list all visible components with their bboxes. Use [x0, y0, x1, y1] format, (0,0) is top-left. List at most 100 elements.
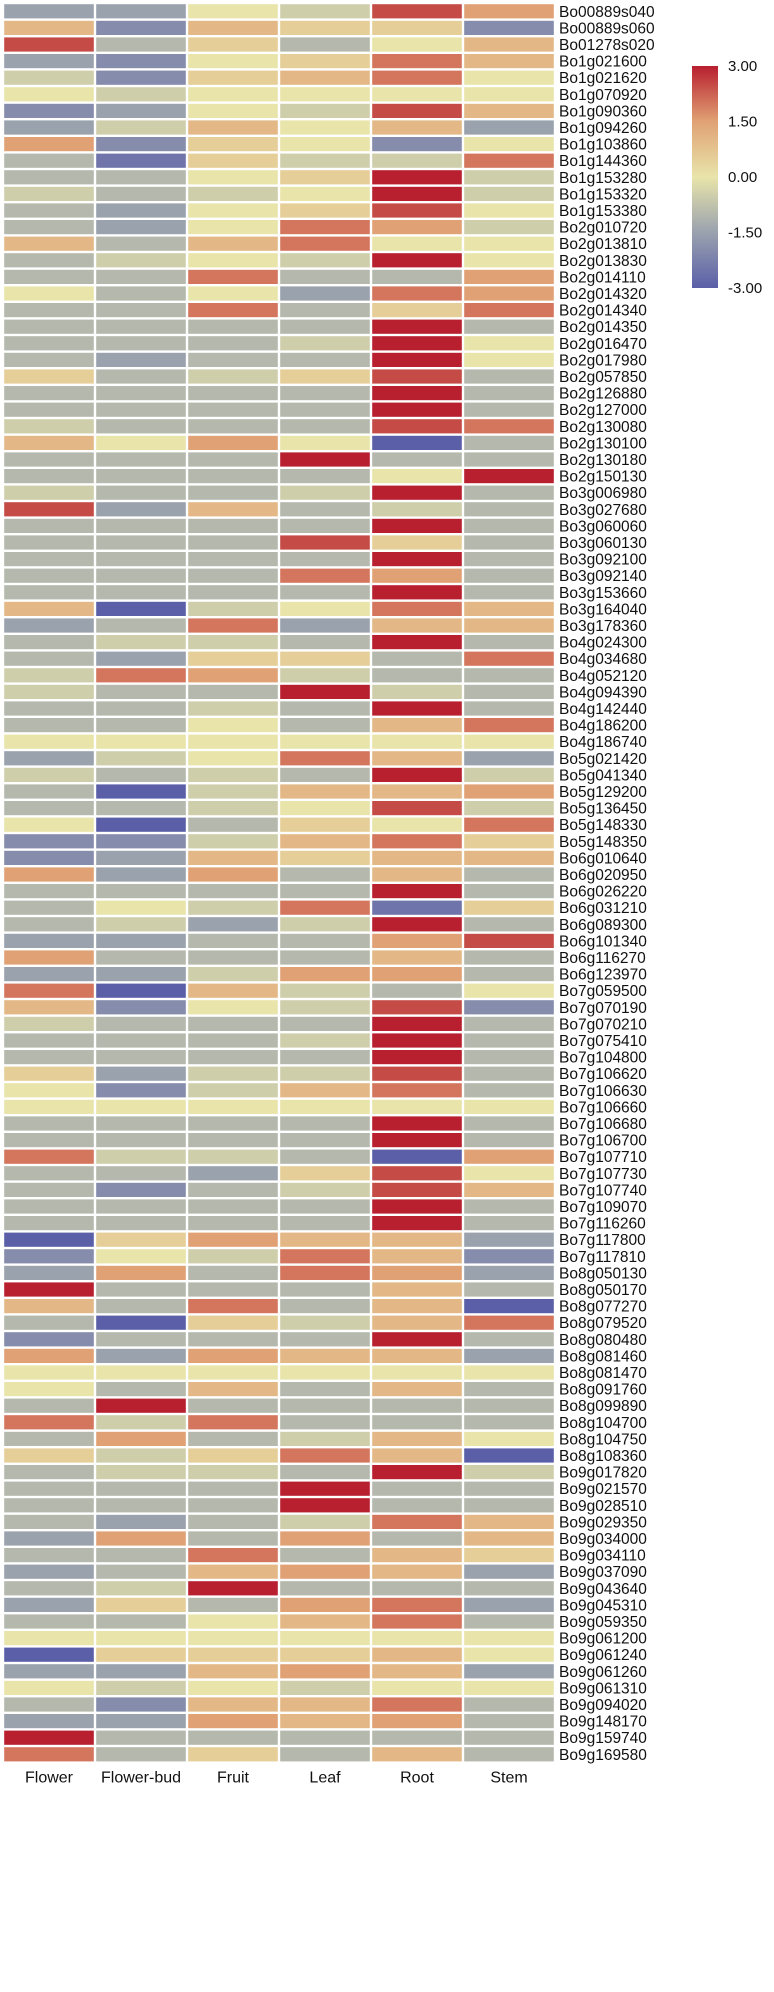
heatmap-cell: [96, 1531, 186, 1546]
heatmap-cell: [280, 867, 370, 882]
row-label: Bo7g116260: [559, 1216, 646, 1233]
heatmap-cell: [280, 170, 370, 185]
heatmap-cell: [464, 817, 554, 832]
heatmap-cell: [4, 386, 94, 401]
heatmap-cell: [4, 834, 94, 849]
heatmap-cell: [188, 286, 278, 301]
heatmap-cell: [96, 585, 186, 600]
heatmap-cell: [96, 1199, 186, 1214]
heatmap-cell: [464, 1249, 554, 1264]
heatmap-cell: [464, 1597, 554, 1612]
heatmap-cell: [372, 784, 462, 799]
heatmap-cell: [96, 1265, 186, 1280]
row-label: Bo8g077270: [559, 1299, 647, 1316]
heatmap-cell: [4, 137, 94, 152]
heatmap-cell: [188, 435, 278, 450]
heatmap-cell: [188, 485, 278, 500]
heatmap-cell: [464, 850, 554, 865]
heatmap-cell: [4, 900, 94, 915]
row-label: Bo8g081460: [559, 1348, 647, 1365]
heatmap-cell: [280, 950, 370, 965]
heatmap-cell: [96, 983, 186, 998]
heatmap-cell: [96, 54, 186, 69]
heatmap-cell: [96, 37, 186, 52]
heatmap-cell: [280, 1016, 370, 1031]
heatmap-cell: [280, 1398, 370, 1413]
heatmap-cell: [280, 1415, 370, 1430]
heatmap-cell: [4, 668, 94, 683]
column-label: Root: [400, 1770, 434, 1787]
heatmap-cell: [188, 1348, 278, 1363]
heatmap-cell: [4, 1597, 94, 1612]
heatmap-cell: [464, 585, 554, 600]
heatmap-cell: [372, 635, 462, 650]
heatmap-cell: [96, 253, 186, 268]
row-label: Bo4g094390: [559, 684, 647, 701]
row-label: Bo4g142440: [559, 701, 647, 718]
heatmap-cell: [280, 1664, 370, 1679]
heatmap-cell: [372, 1631, 462, 1646]
heatmap-cell: [188, 1498, 278, 1513]
heatmap-cell: [188, 933, 278, 948]
row-label: Bo4g034680: [559, 651, 647, 668]
heatmap-cell: [464, 535, 554, 550]
heatmap-cell: [372, 402, 462, 417]
row-label: Bo9g061240: [559, 1647, 647, 1664]
heatmap-cell: [372, 1730, 462, 1745]
row-label: Bo6g020950: [559, 867, 647, 884]
heatmap-cell: [280, 1050, 370, 1065]
heatmap-cell: [96, 850, 186, 865]
heatmap-cell: [464, 419, 554, 434]
heatmap-cell: [464, 1050, 554, 1065]
heatmap-cell: [372, 220, 462, 235]
heatmap-cell: [280, 386, 370, 401]
heatmap-cell: [188, 834, 278, 849]
heatmap-cell: [372, 967, 462, 982]
heatmap-cell: [4, 585, 94, 600]
heatmap-cell: [372, 186, 462, 201]
heatmap-cell: [96, 269, 186, 284]
heatmap-cell: [96, 1730, 186, 1745]
heatmap-cell: [464, 1647, 554, 1662]
heatmap-cell: [464, 983, 554, 998]
heatmap-cell: [188, 303, 278, 318]
heatmap-cell: [4, 402, 94, 417]
heatmap-cell: [464, 286, 554, 301]
heatmap-cell: [4, 1431, 94, 1446]
heatmap-cell: [464, 1232, 554, 1247]
row-label: Bo7g117800: [559, 1232, 646, 1249]
row-label: Bo9g159740: [559, 1730, 647, 1747]
heatmap-cell: [464, 734, 554, 749]
heatmap-cell: [4, 734, 94, 749]
heatmap-cell: [4, 1133, 94, 1148]
heatmap-cell: [4, 469, 94, 484]
heatmap-cell: [96, 767, 186, 782]
heatmap-cell: [372, 552, 462, 567]
heatmap-cell: [4, 502, 94, 517]
heatmap-cell: [464, 1680, 554, 1695]
heatmap-cell: [280, 70, 370, 85]
heatmap-cell: [96, 1465, 186, 1480]
heatmap-cell: [372, 1216, 462, 1231]
heatmap-cell: [188, 4, 278, 19]
heatmap-cell: [188, 618, 278, 633]
heatmap-cell: [96, 518, 186, 533]
heatmap-cell: [96, 1016, 186, 1031]
heatmap-cell: [280, 734, 370, 749]
heatmap-cell: [464, 668, 554, 683]
heatmap-cell: [188, 734, 278, 749]
heatmap-cell: [372, 1564, 462, 1579]
heatmap-cell: [4, 1016, 94, 1031]
heatmap-cell: [464, 1199, 554, 1214]
row-label: Bo1g021620: [559, 70, 647, 87]
heatmap-cell: [372, 435, 462, 450]
heatmap-cell: [188, 70, 278, 85]
heatmap-cell: [188, 535, 278, 550]
heatmap-cell: [188, 751, 278, 766]
heatmap-cell: [96, 1282, 186, 1297]
heatmap-cell: [4, 1531, 94, 1546]
heatmap-cell: [4, 269, 94, 284]
row-label: Bo9g034110: [559, 1548, 646, 1565]
heatmap-cell: [4, 253, 94, 268]
